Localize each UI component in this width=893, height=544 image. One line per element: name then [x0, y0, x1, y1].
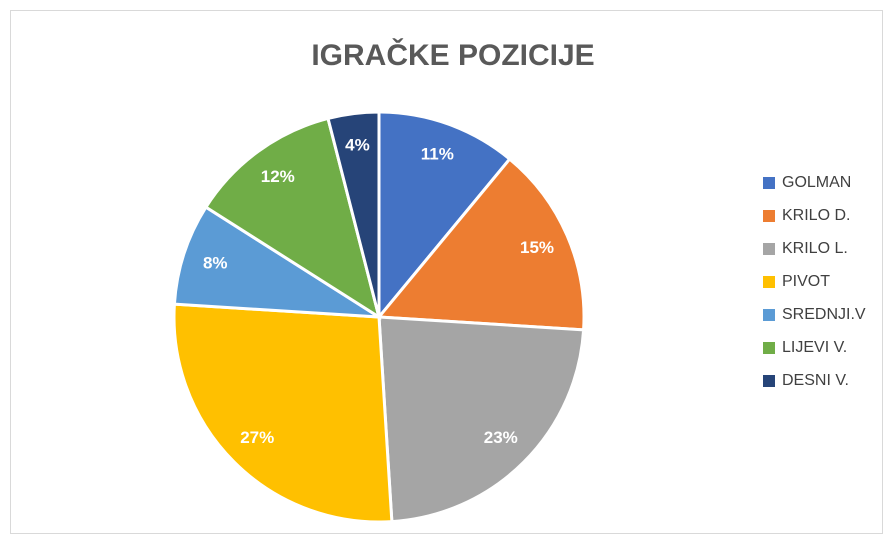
legend-swatch [763, 177, 775, 189]
legend-swatch [763, 210, 775, 222]
pie-slice [172, 205, 380, 319]
legend-label: KRILO L. [782, 240, 848, 257]
legend-label: DESNI V. [782, 372, 849, 389]
data-label: 23% [484, 428, 518, 447]
data-label: 27% [240, 428, 274, 447]
pie-slice [375, 156, 586, 332]
legend-swatch [763, 342, 775, 354]
data-label: 8% [203, 253, 228, 272]
legend-swatch [763, 375, 775, 387]
legend-swatch [763, 309, 775, 321]
pie-slice [377, 110, 512, 322]
pie-slice [203, 116, 382, 321]
pie-slice [377, 315, 586, 524]
legend-swatch [763, 276, 775, 288]
chart-title: IGRAČKE POZICIJE [311, 38, 594, 72]
data-label: 11% [421, 144, 454, 163]
data-label: 12% [261, 167, 295, 186]
data-label: 15% [520, 238, 554, 257]
legend-label: PIVOT [782, 273, 830, 290]
pie-slice [172, 302, 394, 524]
legend-label: LIJEVI V. [782, 339, 847, 356]
pie-slice [326, 110, 381, 318]
legend-label: SREDNJI.V [782, 306, 866, 323]
legend-label: KRILO D. [782, 207, 850, 224]
legend-swatch [763, 243, 775, 255]
data-label: 4% [345, 136, 370, 155]
legend-label: GOLMAN [782, 174, 851, 191]
